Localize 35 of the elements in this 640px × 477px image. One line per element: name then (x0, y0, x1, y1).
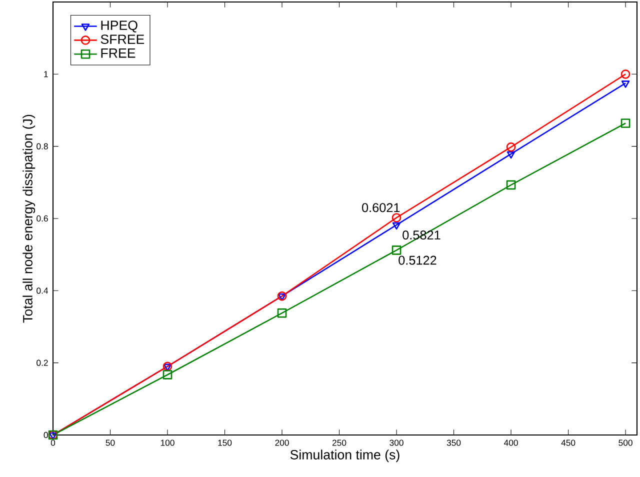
x-tick-label: 500 (618, 440, 632, 446)
point (162, 370, 172, 380)
x-tick-label: 400 (504, 440, 518, 446)
x-tick-label: 450 (561, 440, 576, 446)
x-tick-label: 0 (50, 440, 56, 446)
x-tick-label: 100 (160, 440, 174, 446)
y-tick-label: 0.6 (36, 215, 48, 222)
x-tick-label: 50 (106, 440, 115, 446)
point (620, 69, 630, 79)
y-tick-label: 0.8 (36, 143, 48, 150)
point (392, 222, 401, 230)
legend-label: HPEQ (101, 20, 138, 32)
point (506, 180, 516, 190)
point (392, 213, 402, 222)
y-tick-label: 1 (44, 71, 48, 78)
x-tick-label: 300 (390, 440, 404, 446)
point (277, 308, 287, 318)
x-tick-label: 200 (275, 440, 289, 446)
x-tick-label: 350 (446, 440, 461, 446)
y-axis-title: Total all node energy dissipation (J) (22, 114, 36, 323)
point (392, 246, 402, 255)
x-axis-title: Simulation time (s) (290, 450, 400, 462)
x-tick-label: 250 (332, 440, 346, 446)
y-tick-label: 0.2 (36, 360, 48, 366)
legend-label: SFREE (100, 34, 144, 44)
data-label: 0.6021 (362, 203, 400, 212)
point (506, 151, 516, 159)
point (506, 142, 516, 152)
y-tick-label: 0 (44, 432, 48, 438)
point (621, 80, 630, 88)
x-tick-label: 150 (218, 440, 232, 446)
point (620, 118, 630, 128)
data-label: 0.5122 (398, 256, 436, 265)
legend-label: FREE (101, 48, 136, 58)
y-tick-label: 0.4 (36, 288, 48, 294)
